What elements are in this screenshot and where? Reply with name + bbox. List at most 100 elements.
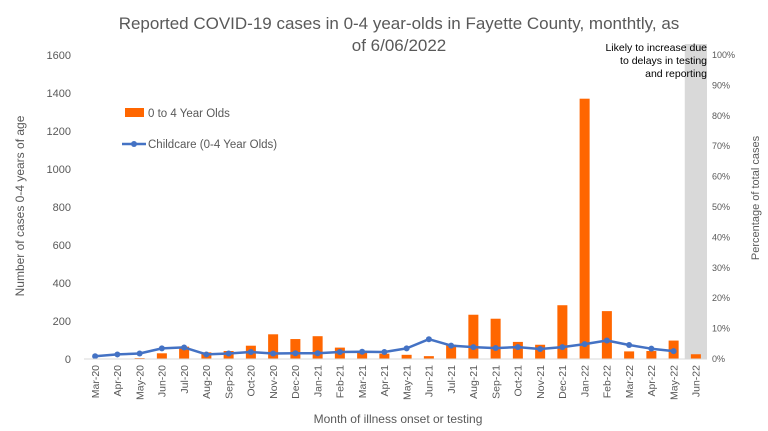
x-tick-label: Sep-21 xyxy=(490,365,502,399)
line-series xyxy=(92,336,677,360)
x-tick-label: Aug-20 xyxy=(201,365,213,399)
point-feb-21 xyxy=(336,349,343,356)
y-tick-label: 1600 xyxy=(47,50,71,62)
y-tick-label: 600 xyxy=(53,240,71,252)
bar-sep-21 xyxy=(490,318,501,359)
x-tick-label: Jun-22 xyxy=(691,365,703,397)
point-oct-20 xyxy=(247,349,254,356)
x-tick-label: Oct-21 xyxy=(513,365,525,397)
y-tick-label: 1400 xyxy=(47,88,71,100)
point-aug-20 xyxy=(203,351,210,358)
bar-mar-21 xyxy=(357,351,368,359)
point-aug-21 xyxy=(470,344,477,351)
y-tick-label: 400 xyxy=(53,278,71,290)
axes: 0 200 400 600 800 1000 1200 1400 1600 0% 10% 20% 30%… xyxy=(47,50,736,400)
y-tick-label: 800 xyxy=(53,202,71,214)
point-jul-20 xyxy=(181,344,188,351)
x-tick-label: May-21 xyxy=(401,365,413,400)
x-tick-label: Jun-20 xyxy=(157,365,169,397)
x-tick-label: Apr-22 xyxy=(646,365,658,397)
x-tick-label: Jan-22 xyxy=(579,365,591,397)
legend-label-bars: 0 to 4 Year Olds xyxy=(148,108,230,120)
point-sep-21 xyxy=(492,345,499,352)
bar-apr-22 xyxy=(646,351,657,359)
x-tick-label: Dec-20 xyxy=(290,365,302,399)
point-nov-21 xyxy=(537,345,544,352)
legend-swatch-marker xyxy=(131,141,137,147)
point-mar-21 xyxy=(359,348,366,355)
point-feb-22 xyxy=(603,337,610,344)
x-tick-label: Mar-20 xyxy=(90,365,102,398)
y2-tick-label: 80% xyxy=(712,111,730,121)
x-tick-label: Jul-20 xyxy=(179,365,191,394)
x-tick-label: Apr-21 xyxy=(379,365,391,397)
x-tick-label: Dec-21 xyxy=(557,365,569,399)
bar-jul-21 xyxy=(446,344,457,359)
point-jul-21 xyxy=(448,342,455,349)
bar-jul-20 xyxy=(179,346,190,359)
point-apr-22 xyxy=(648,345,655,352)
y2-tick-label: 70% xyxy=(712,141,730,151)
y-tick-label: 0 xyxy=(65,354,71,366)
point-oct-21 xyxy=(514,344,521,351)
y2-tick-label: 50% xyxy=(712,202,730,212)
y-tick-label: 1000 xyxy=(47,164,71,176)
point-sep-20 xyxy=(225,350,232,357)
x-tick-label: Feb-22 xyxy=(602,365,614,398)
legend-label-line: Childcare (0-4 Year Olds) xyxy=(148,139,277,151)
y2-tick-label: 60% xyxy=(712,172,730,182)
point-dec-21 xyxy=(559,344,566,351)
point-dec-20 xyxy=(292,350,299,357)
point-jun-20 xyxy=(158,345,165,352)
x-tick-label: Jul-21 xyxy=(446,365,458,394)
bar-apr-21 xyxy=(379,353,390,359)
bar-dec-20 xyxy=(290,339,301,359)
x-tick-label: May-20 xyxy=(134,365,146,400)
shaded-region-jun-22 xyxy=(684,44,707,359)
bar-jun-21 xyxy=(423,356,434,359)
legend-swatch-bars xyxy=(125,108,144,117)
x-tick-label: Aug-21 xyxy=(468,365,480,399)
y2-tick-label: 30% xyxy=(712,263,730,273)
point-jan-22 xyxy=(581,341,588,348)
shaded-region xyxy=(684,44,707,359)
y2-tick-label: 0% xyxy=(712,354,725,364)
y-tick-label: 200 xyxy=(53,316,71,328)
x-tick-label: Nov-21 xyxy=(535,365,547,399)
annotation: Likely to increase due to delays in test… xyxy=(605,42,707,80)
chart-title: Reported COVID-19 cases in 0-4 year-olds… xyxy=(119,14,680,55)
bar-jun-22 xyxy=(690,354,701,359)
point-may-22 xyxy=(670,348,677,355)
x-tick-label: Mar-22 xyxy=(624,365,636,398)
x-axis-title: Month of illness onset or testing xyxy=(314,412,483,426)
point-apr-20 xyxy=(114,351,121,358)
point-mar-20 xyxy=(92,353,99,360)
x-tick-label: Mar-21 xyxy=(357,365,369,398)
y2-tick-label: 20% xyxy=(712,293,730,303)
bar-jun-20 xyxy=(156,353,167,359)
x-tick-label: Nov-20 xyxy=(268,365,280,399)
point-may-21 xyxy=(403,345,410,352)
y2-tick-label: 100% xyxy=(712,50,735,60)
bar-oct-21 xyxy=(512,341,523,359)
bar-may-21 xyxy=(401,354,412,359)
point-may-20 xyxy=(136,350,143,357)
annotation-line-2: to delays in testing xyxy=(620,55,707,67)
y-tick-label: 1200 xyxy=(47,126,71,138)
y2-axis-title: Percentage of total cases xyxy=(750,135,762,260)
x-tick-label: Apr-20 xyxy=(112,365,124,397)
x-tick-label: Jun-21 xyxy=(424,365,436,397)
bar-aug-21 xyxy=(468,314,479,359)
point-jun-21 xyxy=(425,336,432,343)
y2-tick-label: 10% xyxy=(712,324,730,334)
point-jan-21 xyxy=(314,350,321,357)
point-nov-20 xyxy=(270,350,277,357)
y2-tick-label: 40% xyxy=(712,232,730,242)
bar-mar-22 xyxy=(624,351,635,359)
y-axis-title: Number of cases 0-4 years of age xyxy=(13,115,27,296)
legend: 0 to 4 Year Olds Childcare (0-4 Year Old… xyxy=(122,108,277,151)
y2-tick-label: 90% xyxy=(712,80,730,90)
bar-jan-21 xyxy=(312,336,323,359)
annotation-line-3: and reporting xyxy=(645,68,707,80)
